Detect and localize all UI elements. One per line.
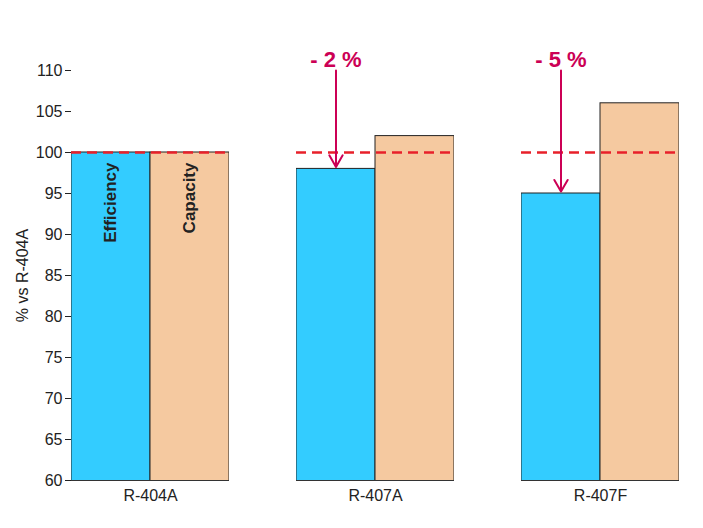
svg-text:80: 80 bbox=[45, 308, 63, 325]
svg-text:Efficiency: Efficiency bbox=[101, 162, 120, 243]
svg-text:- 2 %: - 2 % bbox=[310, 47, 361, 72]
svg-text:95: 95 bbox=[45, 185, 63, 202]
svg-text:75: 75 bbox=[45, 349, 63, 366]
svg-text:85: 85 bbox=[45, 267, 63, 284]
svg-text:60: 60 bbox=[45, 472, 63, 489]
svg-text:R-407A: R-407A bbox=[348, 487, 403, 504]
svg-text:105: 105 bbox=[36, 103, 63, 120]
svg-text:110: 110 bbox=[37, 62, 63, 79]
svg-text:R-407F: R-407F bbox=[574, 487, 628, 504]
svg-text:65: 65 bbox=[45, 431, 63, 448]
svg-text:Capacity: Capacity bbox=[180, 162, 199, 233]
svg-text:70: 70 bbox=[45, 390, 63, 407]
svg-text:% vs R-404A: % vs R-404A bbox=[14, 228, 31, 322]
svg-text:- 5 %: - 5 % bbox=[535, 47, 586, 72]
svg-text:100: 100 bbox=[36, 144, 63, 161]
svg-text:90: 90 bbox=[45, 226, 63, 243]
svg-text:R-404A: R-404A bbox=[123, 487, 178, 504]
